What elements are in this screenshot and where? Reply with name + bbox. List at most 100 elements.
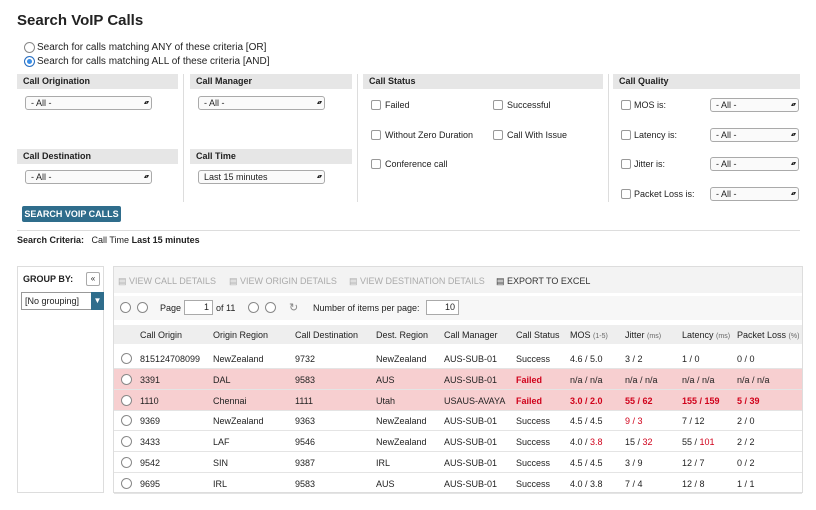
radio-all[interactable] [24, 56, 35, 67]
row-radio[interactable] [121, 477, 132, 489]
select[interactable]: - All - [710, 127, 799, 142]
cell-text: Success [516, 354, 551, 364]
cell-text: 39 [749, 395, 760, 406]
cell-text: 3433 [140, 437, 161, 448]
cell-text: 8 [699, 478, 705, 489]
prev-page[interactable] [137, 302, 148, 313]
table-cell: IRL [376, 458, 390, 468]
cell-separator: / [630, 458, 638, 468]
search-button[interactable]: SEARCH VOIP CALLS [22, 206, 121, 222]
column-header[interactable]: Latency (ms) [682, 330, 730, 340]
table-row[interactable] [114, 473, 802, 494]
row-radio[interactable] [121, 394, 132, 406]
toolbar-button[interactable]: ▤ EXPORT TO EXCEL [496, 276, 591, 286]
cell-text: Failed [516, 395, 543, 406]
select[interactable]: Last 15 minutes [198, 170, 325, 184]
cell-text: 4.5 [590, 416, 603, 427]
toolbar-button[interactable]: ▤ VIEW ORIGIN DETAILS [229, 276, 337, 286]
toolbar-button[interactable]: ▤ VIEW DESTINATION DETAILS [349, 276, 485, 286]
collapse-button[interactable]: « [86, 272, 100, 286]
dropdown-button[interactable]: ▼ [91, 292, 104, 310]
row-radio[interactable] [121, 373, 132, 385]
table-row[interactable] [114, 410, 802, 432]
checkbox[interactable] [621, 159, 631, 169]
row-radio[interactable] [121, 436, 132, 448]
table-row[interactable] [114, 368, 802, 390]
cell-text: n/a [625, 374, 638, 385]
cell-text: 9546 [295, 437, 316, 448]
table-cell: AUS [376, 375, 395, 385]
checkbox[interactable] [621, 100, 631, 110]
table-cell: 9 / 3 [625, 416, 643, 426]
table-cell: 9732 [295, 354, 315, 364]
table-cell: 2 / 0 [737, 416, 755, 426]
toolbar-label: VIEW ORIGIN DETAILS [240, 276, 337, 286]
toolbar-button[interactable]: ▤ VIEW CALL DETAILS [118, 276, 217, 286]
table-row[interactable] [114, 452, 802, 473]
cell-text: 9 [637, 458, 643, 468]
radio-any[interactable] [24, 42, 35, 53]
cell-text: Chennai [213, 395, 247, 406]
column-header[interactable]: Jitter (ms) [625, 330, 661, 340]
cell-text: 0 [737, 354, 743, 364]
cell-text: 3.8 [590, 437, 603, 448]
row-radio[interactable] [121, 457, 132, 468]
cell-text: n/a [702, 374, 715, 385]
checkbox[interactable] [493, 129, 503, 140]
first-page[interactable] [120, 302, 131, 313]
checkbox[interactable] [371, 159, 381, 169]
select[interactable]: - All - [710, 157, 799, 171]
column-header[interactable]: Origin Region [213, 330, 268, 340]
select[interactable]: - All - [25, 170, 152, 184]
column-name: Call Status [516, 330, 560, 340]
table-row[interactable] [114, 431, 802, 453]
filter-header: Call Quality [613, 74, 800, 89]
page-title: Search VoIP Calls [17, 12, 144, 29]
table-row[interactable] [114, 389, 802, 411]
cell-text: DAL [213, 374, 231, 385]
cell-text: 2 [749, 458, 755, 468]
per-page-input[interactable]: 10 [426, 300, 459, 315]
select[interactable]: - All - [198, 96, 325, 110]
column-header[interactable]: Dest. Region [376, 330, 428, 340]
row-radio[interactable] [121, 415, 132, 427]
checkbox[interactable] [493, 100, 503, 110]
checkbox-label: Jitter is: [634, 159, 666, 169]
select[interactable]: - All - [710, 98, 799, 112]
cell-text: 9542 [140, 458, 161, 468]
checkbox[interactable] [621, 188, 631, 199]
cell-separator: / [630, 478, 638, 489]
cell-text: 7 [682, 416, 688, 427]
checkbox[interactable] [371, 100, 381, 110]
cell-text: 2 [737, 416, 743, 427]
cell-text: 0 [694, 354, 700, 364]
column-header[interactable]: Call Status [516, 330, 560, 340]
filter-header: Call Destination [17, 149, 178, 164]
select[interactable]: - All - [710, 186, 799, 201]
cell-separator: / [582, 354, 591, 364]
column-header[interactable]: Call Destination [295, 330, 358, 340]
row-radio[interactable] [121, 353, 132, 364]
search-criteria: Search Criteria: Call Time Last 15 minut… [17, 235, 200, 245]
select[interactable]: - All - [25, 96, 152, 110]
column-header[interactable]: MOS (1-5) [570, 330, 608, 340]
column-header[interactable]: Packet Loss (%) [737, 330, 799, 340]
cell-text: 4 [637, 478, 643, 489]
last-page[interactable] [265, 302, 276, 313]
cell-text: Success [516, 437, 551, 448]
page-input[interactable]: 1 [184, 300, 213, 315]
column-header[interactable]: Call Origin [140, 330, 182, 340]
cell-text: NewZealand [213, 416, 264, 427]
group-by-select[interactable]: [No grouping] [21, 292, 95, 310]
checkbox[interactable] [621, 129, 631, 140]
column-header[interactable]: Call Manager [444, 330, 498, 340]
table-row[interactable] [114, 348, 802, 369]
column-name: Dest. Region [376, 330, 429, 340]
table-cell: 0 / 2 [737, 458, 755, 468]
table-cell: 9369 [140, 416, 160, 426]
next-page[interactable] [248, 302, 259, 313]
table-cell: 1110 [140, 396, 159, 406]
cell-separator: / [582, 437, 591, 448]
checkbox[interactable] [371, 129, 381, 140]
refresh-button[interactable]: ↻ [289, 302, 299, 314]
